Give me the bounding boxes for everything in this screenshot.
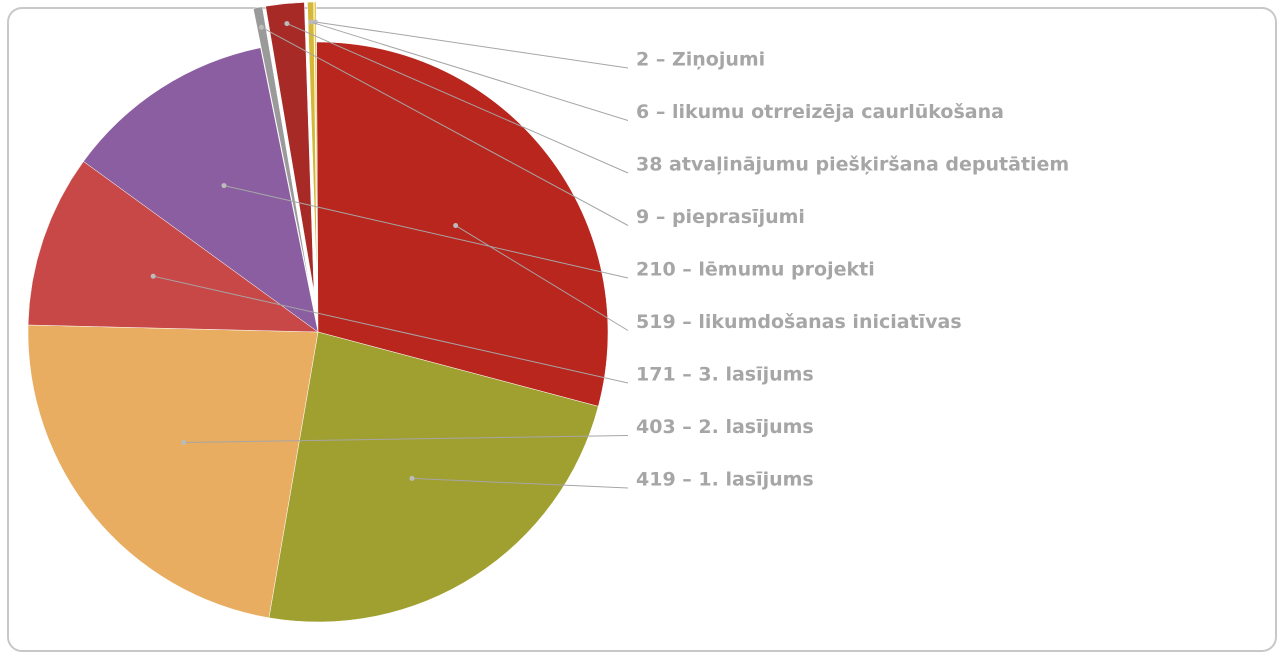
slice-label: 519 – likumdošanas iniciatīvas	[636, 311, 962, 333]
leader-dot	[150, 273, 156, 279]
leader-line	[261, 26, 629, 226]
leader-dot	[453, 223, 459, 229]
slice-label: 6 – likumu otrreizēja caurlūkošana	[636, 101, 1004, 123]
pie-slice	[27, 324, 319, 619]
pie-slice	[265, 2, 315, 293]
leader-line	[310, 21, 629, 121]
pie-slice	[313, 1, 318, 293]
leader-dot	[308, 19, 314, 25]
leader-line	[455, 225, 629, 331]
slice-label: 171 – 3. lasījums	[636, 364, 814, 386]
leader-dot	[221, 183, 227, 189]
leader-dot	[409, 475, 415, 481]
leader-line	[411, 477, 629, 489]
slice-label: 9 – pieprasījumi	[636, 206, 805, 228]
pie-slice	[268, 331, 599, 623]
leader-line	[223, 185, 629, 279]
slice-label: 210 – lēmumu projekti	[636, 259, 875, 281]
pie-slice	[27, 161, 319, 333]
leader-dot	[284, 21, 290, 27]
leader-dot	[258, 24, 264, 30]
slice-label: 403 – 2. lasījums	[636, 416, 814, 438]
leader-line	[315, 21, 629, 69]
pie-slice	[252, 6, 311, 293]
leader-line	[153, 275, 629, 384]
slice-label: 419 – 1. lasījums	[636, 469, 814, 491]
slice-label: 38 atvaļinājumu piešķiršana deputātiem	[636, 154, 1069, 176]
pie-slice	[307, 1, 318, 293]
slice-label: 2 – Ziņojumi	[636, 49, 765, 71]
leader-line	[286, 23, 629, 174]
leader-line	[183, 435, 629, 444]
leader-dot	[181, 440, 187, 446]
pie-slice	[316, 41, 609, 407]
pie-slice	[83, 47, 319, 333]
